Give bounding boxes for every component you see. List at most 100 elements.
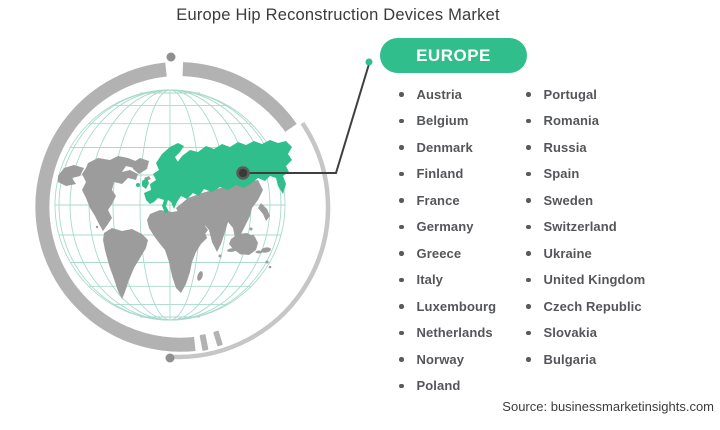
country-name: Russia	[543, 139, 587, 155]
ring-tick-icon	[213, 330, 223, 347]
land-south-america	[103, 228, 148, 299]
country-list-item: Italy	[394, 267, 496, 294]
bullet-icon	[526, 198, 531, 203]
bullet-icon	[399, 224, 404, 229]
bullet-icon	[526, 224, 531, 229]
country-list-item: Austria	[394, 81, 496, 108]
bullet-icon	[526, 118, 531, 123]
land-alaska	[58, 165, 84, 186]
europe-highlight-ireland	[136, 183, 140, 187]
country-name: Romania	[543, 113, 600, 129]
country-name: Portugal	[543, 86, 598, 102]
country-list-item: Luxembourg	[394, 293, 496, 320]
bullet-icon	[526, 145, 531, 150]
bullet-icon	[399, 304, 404, 309]
country-name: Czech Republic	[543, 298, 642, 314]
bullet-icon	[399, 171, 404, 176]
country-name: Norway	[416, 351, 465, 367]
bullet-icon	[526, 92, 531, 97]
country-list-item: Portugal	[521, 81, 645, 108]
country-list-item: Romania	[521, 108, 645, 135]
bullet-icon	[526, 277, 531, 282]
bullet-icon	[399, 145, 404, 150]
country-name: Ukraine	[543, 245, 592, 261]
europe-highlight-uk	[142, 178, 149, 189]
bullet-icon	[399, 118, 404, 123]
country-list-item: Sweden	[521, 187, 645, 214]
country-name: France	[416, 192, 460, 208]
source-text: Source: businessmarketinsights.com	[502, 399, 714, 414]
bullet-icon	[526, 251, 531, 256]
bullet-icon	[526, 357, 531, 362]
bullet-icon	[526, 304, 531, 309]
bullet-icon	[399, 277, 404, 282]
country-name: Netherlands	[416, 325, 493, 341]
land-japan	[258, 203, 270, 221]
land-arabia	[190, 219, 208, 239]
bullet-icon	[399, 92, 404, 97]
country-list-item: Czech Republic	[521, 293, 645, 320]
land-australia	[229, 233, 258, 255]
map-marker-icon	[236, 166, 250, 180]
land-north-america	[82, 156, 138, 231]
country-list-item: France	[394, 187, 496, 214]
country-name: Spain	[543, 166, 580, 182]
country-name: Austria	[416, 86, 462, 102]
ring-arc-top-right	[182, 62, 297, 132]
ring-arc-thin-right	[167, 121, 331, 360]
ring-dot-bottom-icon	[165, 353, 175, 363]
country-list-item: Belgium	[394, 108, 496, 135]
country-list-item: Spain	[521, 161, 645, 188]
ring-arc-main	[35, 62, 196, 352]
country-name: Finland	[416, 166, 464, 182]
europe-region-badge[interactable]: EUROPE	[380, 38, 527, 73]
country-name: Italy	[416, 272, 444, 288]
europe-highlight-region	[144, 140, 292, 213]
bullet-icon	[526, 171, 531, 176]
country-name: Germany	[416, 219, 474, 235]
country-list-item: Norway	[394, 346, 496, 373]
land-africa	[147, 210, 207, 293]
page-title: Europe Hip Reconstruction Devices Market	[176, 6, 500, 24]
country-name: Belgium	[416, 113, 469, 129]
country-column-2: Portugal Romania Russia Spain Sweden	[521, 81, 645, 373]
country-name: Bulgaria	[543, 351, 597, 367]
country-list-item: Switzerland	[521, 214, 645, 241]
country-name: Slovakia	[543, 325, 598, 341]
bullet-icon	[399, 330, 404, 335]
country-list-item: Denmark	[394, 134, 496, 161]
country-list-item: Germany	[394, 214, 496, 241]
country-list-item: Russia	[521, 134, 645, 161]
bullet-icon	[399, 198, 404, 203]
country-list-item: Netherlands	[394, 320, 496, 347]
globe-ring	[35, 52, 331, 363]
country-list-item: Ukraine	[521, 240, 645, 267]
country-name: Sweden	[543, 192, 594, 208]
bullet-icon	[399, 383, 404, 388]
bullet-icon	[526, 330, 531, 335]
country-list-item: Finland	[394, 161, 496, 188]
bullet-icon	[399, 357, 404, 362]
world-map	[58, 140, 292, 299]
connector-line	[243, 63, 370, 174]
ring-dot-top-icon	[166, 52, 176, 62]
country-name: Greece	[416, 245, 462, 261]
country-list-item: Slovakia	[521, 320, 645, 347]
country-name: United Kingdom	[543, 272, 646, 288]
bullet-icon	[399, 251, 404, 256]
land-greenland	[132, 158, 149, 174]
country-column-1: Austria Belgium Denmark Finland France	[394, 81, 496, 399]
ring-tick-icon	[199, 334, 209, 351]
country-list-item: Bulgaria	[521, 346, 645, 373]
country-name: Poland	[416, 378, 461, 394]
country-list-item: Poland	[394, 373, 496, 400]
country-list-item: Greece	[394, 240, 496, 267]
country-name: Denmark	[416, 139, 473, 155]
land-asia-south	[176, 180, 263, 252]
badge-dot-icon	[365, 58, 373, 66]
country-name: Luxembourg	[416, 298, 497, 314]
globe-graticule	[54, 89, 286, 321]
country-list-item: United Kingdom	[521, 267, 645, 294]
